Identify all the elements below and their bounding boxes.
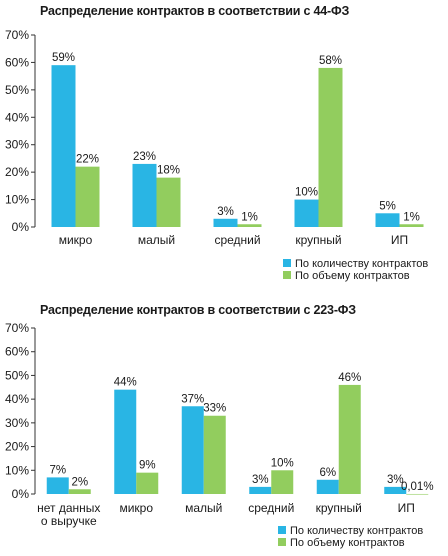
chart-2-bar bbox=[203, 415, 226, 494]
chart-2-category-label: средний bbox=[248, 501, 294, 515]
chart-2-y-tick-label: 0% bbox=[12, 487, 30, 501]
chart-2-data-label: 10% bbox=[271, 457, 294, 469]
chart-2-bar bbox=[271, 470, 294, 494]
chart-2-y-tick-label: 40% bbox=[5, 392, 29, 406]
chart-2-category-label: ИП bbox=[398, 501, 415, 515]
chart-2-category-label: малый bbox=[185, 501, 222, 515]
chart-1-legend-label: По количеству контрактов bbox=[295, 258, 428, 270]
chart-2-bar bbox=[316, 479, 339, 494]
chart-2-legend-label: По объему контрактов bbox=[290, 537, 405, 549]
chart-1-y-tick-label: 30% bbox=[5, 138, 29, 152]
chart-1-bar bbox=[213, 218, 238, 227]
chart-1-category-label: малый bbox=[138, 233, 175, 247]
chart-2-category-label: о выручке bbox=[41, 514, 97, 528]
chart-1-bar bbox=[156, 177, 181, 227]
chart-2-bar bbox=[136, 472, 159, 494]
chart-2-y-tick-label: 30% bbox=[5, 416, 29, 430]
chart-1-data-label: 1% bbox=[241, 211, 258, 223]
chart-2-bar bbox=[249, 486, 272, 494]
chart-1-data-label: 10% bbox=[295, 187, 318, 199]
chart-2-data-label: 46% bbox=[338, 372, 361, 384]
chart-1-y-tick-label: 10% bbox=[5, 193, 29, 207]
chart-2-data-label: 33% bbox=[203, 403, 226, 415]
chart-2-category-label: микро bbox=[119, 501, 153, 515]
chart-1-legend-swatch bbox=[283, 271, 291, 279]
chart-1-y-tick-label: 50% bbox=[5, 83, 29, 97]
chart-1-data-label: 5% bbox=[379, 200, 396, 212]
chart-1-category-label: ИП bbox=[391, 233, 408, 247]
chart-2-y-tick-label: 50% bbox=[5, 368, 29, 382]
chart-2-bar bbox=[114, 389, 137, 494]
chart-2-category-label: нет данных bbox=[37, 501, 100, 515]
chart-1-y-tick-label: 60% bbox=[5, 55, 29, 69]
chart-1-bar bbox=[132, 163, 157, 227]
chart-2-y-tick-label: 20% bbox=[5, 440, 29, 454]
chart-2: 0% 10% 20% 30% 40% 50% 60% 70% 7% 44% 37% 3% 6% 3% 2% 9… bbox=[5, 321, 434, 549]
chart-1-bar bbox=[51, 65, 76, 227]
chart-2-bar bbox=[68, 489, 91, 494]
chart-2-legend-swatch bbox=[278, 538, 286, 546]
chart-2-bar bbox=[46, 477, 69, 494]
chart-2-data-label: 3% bbox=[252, 474, 269, 486]
chart-2-data-label: 3% bbox=[387, 474, 404, 486]
chart-1-bar bbox=[375, 213, 400, 227]
chart-1-bar bbox=[294, 199, 319, 227]
chart-2-data-label: 44% bbox=[114, 377, 137, 389]
chart-1-legend-label: По объему контрактов bbox=[295, 270, 410, 282]
chart-1-bar bbox=[399, 224, 424, 227]
chart-1-title: Распределение контрактов в соответствии … bbox=[40, 4, 350, 18]
chart-2-y-tick-label: 10% bbox=[5, 463, 29, 477]
chart-1-bar bbox=[318, 67, 343, 227]
chart-1-data-label: 23% bbox=[133, 151, 156, 163]
chart-2-data-label: 9% bbox=[139, 460, 156, 472]
chart-2-y-tick-label: 70% bbox=[5, 321, 29, 335]
chart-1-data-label: 59% bbox=[52, 52, 75, 64]
chart-2-data-label: 7% bbox=[49, 464, 66, 476]
chart-1-y-tick-label: 0% bbox=[12, 220, 30, 234]
chart-2-legend-swatch bbox=[278, 526, 286, 534]
chart-2-data-label: 6% bbox=[319, 467, 336, 479]
chart-1: 0% 10% 20% 30% 40% 50% 60% 70% 59% 23% 3% 10% 5% 22% 1… bbox=[5, 28, 428, 282]
chart-1-bar bbox=[75, 166, 100, 227]
chart-1-data-label: 22% bbox=[76, 154, 99, 166]
chart-1-data-label: 3% bbox=[217, 206, 234, 218]
chart-1-bar bbox=[237, 224, 262, 227]
chart-2-data-label: 37% bbox=[181, 393, 204, 405]
chart-2-y-tick-label: 60% bbox=[5, 345, 29, 359]
chart-2-bar bbox=[406, 493, 429, 495]
chart-1-y-tick-label: 70% bbox=[5, 28, 29, 42]
chart-1-legend-swatch bbox=[283, 259, 291, 267]
chart-2-bar bbox=[181, 406, 204, 494]
chart-2-data-label: 0,01% bbox=[401, 481, 434, 493]
chart-1-y-tick-label: 20% bbox=[5, 165, 29, 179]
chart-2-legend-label: По количеству контрактов bbox=[290, 525, 423, 537]
chart-1-data-label: 58% bbox=[319, 55, 342, 67]
chart-2-title: Распределение контрактов в соответствии … bbox=[40, 303, 356, 317]
chart-2-category-label: крупный bbox=[316, 501, 362, 515]
chart-1-y-tick-label: 40% bbox=[5, 110, 29, 124]
chart-1-category-label: средний bbox=[214, 233, 260, 247]
chart-2-bar bbox=[338, 384, 361, 494]
chart-1-data-label: 18% bbox=[157, 165, 180, 177]
chart-2-data-label: 2% bbox=[71, 476, 88, 488]
chart-1-data-label: 1% bbox=[403, 211, 420, 223]
chart-2-bar bbox=[384, 486, 407, 494]
chart-1-category-label: микро bbox=[59, 233, 93, 247]
chart-1-category-label: крупный bbox=[295, 233, 341, 247]
